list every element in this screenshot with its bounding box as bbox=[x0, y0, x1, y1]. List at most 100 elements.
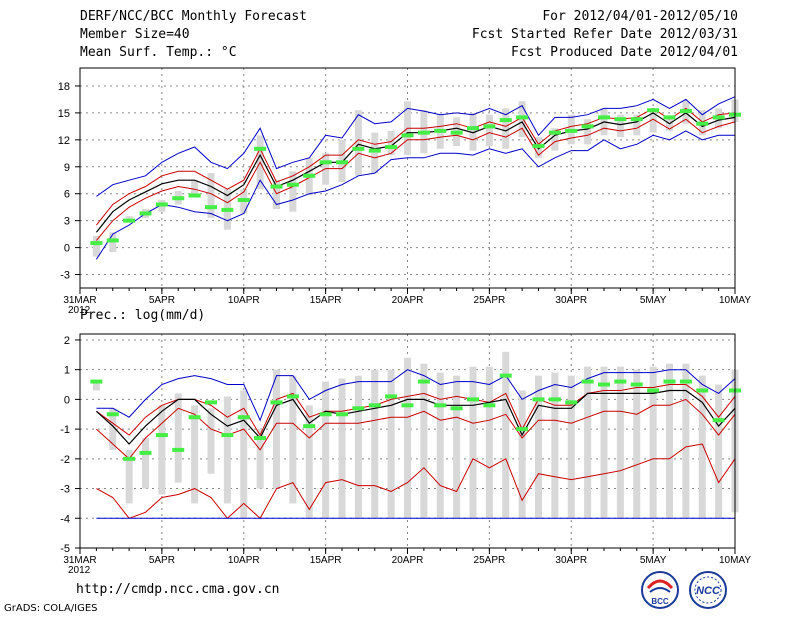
prec-observed-marker bbox=[434, 403, 447, 408]
temp-ensemble-box bbox=[633, 114, 641, 136]
prec-observed-marker bbox=[565, 400, 578, 405]
temp-ytick-label: 0 bbox=[64, 243, 70, 255]
prec-ensemble-box bbox=[125, 449, 133, 504]
temp-ytick-label: 6 bbox=[64, 189, 70, 201]
prec-observed-marker bbox=[532, 397, 545, 402]
temp-ensemble-box bbox=[354, 110, 362, 176]
prec-median-line bbox=[95, 389, 736, 445]
prec-ensemble-box bbox=[453, 375, 461, 519]
temp-observed-marker bbox=[483, 124, 496, 129]
prec-ensemble-box bbox=[158, 405, 166, 495]
prec-observed-marker bbox=[303, 424, 316, 429]
prec-ensemble-box bbox=[174, 393, 182, 483]
bcc-logo: BCC bbox=[641, 571, 679, 609]
prec-observed-marker bbox=[205, 400, 217, 405]
temp-observed-marker bbox=[663, 115, 676, 120]
prec-observed-marker bbox=[614, 379, 627, 384]
prec-ensemble-box bbox=[682, 363, 690, 519]
prec-ytick-label: -2 bbox=[60, 454, 70, 466]
temp-xtick-label: 10MAY bbox=[719, 295, 751, 306]
temp-observed-marker bbox=[696, 121, 709, 126]
refer-date: Fcst Started Refer Date 2012/03/31 bbox=[471, 27, 738, 42]
prec-observed-marker bbox=[336, 412, 348, 417]
temp-ensemble-box bbox=[387, 130, 395, 156]
precip-title: Prec.: log(mm/d) bbox=[80, 308, 206, 323]
prec-ensemble-box bbox=[92, 381, 100, 391]
prec-ensemble-box bbox=[305, 405, 313, 519]
temp-xtick-label: 31MAR bbox=[63, 295, 96, 306]
temp-ensemble-box bbox=[551, 128, 559, 151]
temp-observed-marker bbox=[499, 118, 512, 123]
temp-observed-marker bbox=[385, 145, 398, 150]
temp-observed-marker bbox=[123, 218, 136, 223]
prec-ensemble-box bbox=[436, 372, 444, 519]
prec-ensemble-box bbox=[404, 357, 411, 519]
temp-xtick-label: 10APR bbox=[228, 295, 260, 306]
temp-observed-marker bbox=[598, 115, 610, 120]
temp-observed-marker bbox=[467, 126, 479, 131]
produced-date: Fcst Produced Date 2012/04/01 bbox=[511, 45, 738, 60]
temp-observed-marker bbox=[319, 160, 332, 165]
temp-observed-marker bbox=[205, 205, 217, 210]
prec-xtick-label: 31MAR bbox=[63, 555, 96, 566]
prec-ensemble-box bbox=[649, 366, 657, 519]
prec-xtick-label: 5APR bbox=[149, 555, 175, 566]
prec-ensemble-box bbox=[207, 408, 215, 474]
bcc-logo-text: BCC bbox=[651, 597, 669, 606]
temp-observed-marker bbox=[303, 173, 316, 178]
prec-observed-marker bbox=[286, 394, 299, 399]
temp-ytick-label: 3 bbox=[64, 216, 70, 228]
prec-ensemble-box bbox=[567, 375, 575, 519]
prec-observed-marker bbox=[516, 427, 529, 432]
prec-ensemble-box bbox=[584, 366, 592, 519]
prec-ensemble-box bbox=[666, 363, 673, 519]
prec-observed-marker bbox=[548, 397, 561, 402]
prec-xtick-label: 15APR bbox=[310, 555, 342, 566]
temp-observed-marker bbox=[434, 128, 447, 133]
temp-observed-marker bbox=[548, 130, 561, 135]
prec-ytick-label: 2 bbox=[64, 335, 70, 347]
temp-observed-marker bbox=[450, 130, 463, 135]
temp-ensemble-box bbox=[371, 132, 379, 174]
temp-ensemble-box bbox=[649, 108, 657, 133]
temp-observed-marker bbox=[237, 198, 250, 202]
prec-lower-quartile-line bbox=[96, 398, 736, 460]
footer-url[interactable]: http://cmdp.ncc.cma.gov.cn bbox=[76, 582, 280, 597]
ncc-logo: NCC bbox=[689, 571, 727, 609]
prec-ensemble-box bbox=[600, 366, 608, 519]
prec-observed-marker bbox=[352, 406, 365, 411]
prec-observed-marker bbox=[172, 447, 185, 452]
prec-lower-extreme-line bbox=[96, 443, 736, 520]
temp-observed-marker bbox=[352, 146, 365, 151]
prec-ytick-label: -5 bbox=[60, 543, 70, 555]
temp-observed-marker bbox=[336, 160, 348, 165]
prec-observed-marker bbox=[123, 456, 136, 461]
prec-ensemble-box bbox=[698, 375, 706, 519]
prec-ensemble-box bbox=[485, 366, 493, 519]
prec-ensemble-box bbox=[502, 351, 510, 519]
prec-observed-marker bbox=[630, 382, 643, 387]
prec-upper-quartile-line bbox=[96, 384, 736, 437]
prec-ensemble-box bbox=[387, 369, 395, 519]
prec-xtick-label: 10APR bbox=[228, 555, 260, 566]
prec-xtick-label: 20APR bbox=[392, 555, 424, 566]
temp-xtick-label: 30APR bbox=[555, 295, 587, 306]
prec-observed-marker bbox=[90, 379, 103, 384]
temp-xtick-label: 5APR bbox=[149, 295, 175, 306]
prec-ytick-label: 0 bbox=[64, 394, 70, 406]
prec-observed-marker bbox=[712, 418, 725, 423]
temp-observed-marker bbox=[516, 115, 529, 120]
prec-ensemble-box bbox=[109, 408, 117, 450]
temp-observed-marker bbox=[155, 202, 168, 207]
prec-observed-marker bbox=[417, 379, 430, 384]
temp-observed-marker bbox=[172, 196, 185, 201]
prec-observed-marker bbox=[647, 388, 660, 393]
prec-observed-marker bbox=[598, 382, 610, 387]
prec-ensemble-box bbox=[551, 372, 559, 519]
prec-observed-marker bbox=[106, 412, 119, 417]
temp-observed-marker bbox=[286, 182, 299, 187]
temp-ensemble-box bbox=[92, 235, 100, 257]
forecast-period: For 2012/04/01-2012/05/10 bbox=[542, 9, 738, 24]
temp-ensemble-box bbox=[485, 114, 493, 147]
